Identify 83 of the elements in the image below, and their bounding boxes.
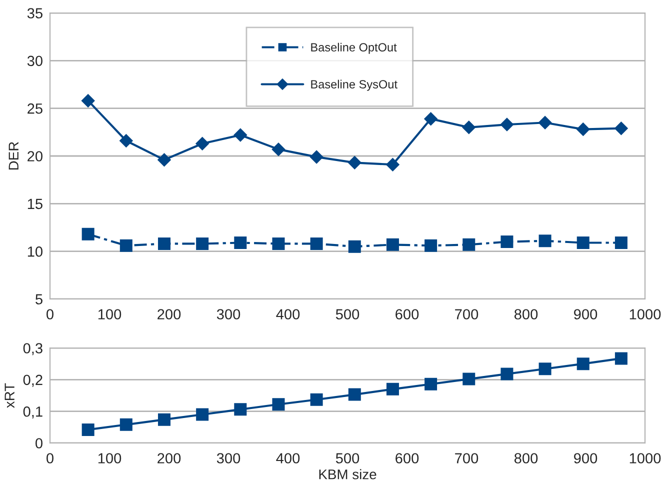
point (158, 153, 171, 166)
point (462, 120, 476, 134)
point (81, 94, 95, 108)
x-tick-label: 900 (574, 453, 598, 464)
point (196, 237, 209, 250)
x-tick-label: 900 (574, 309, 598, 320)
point (614, 352, 628, 365)
point (234, 403, 247, 416)
point (196, 408, 209, 421)
point (614, 122, 628, 135)
point (272, 398, 285, 411)
point (348, 156, 362, 170)
x-tick-label: 800 (514, 309, 538, 320)
point (348, 240, 361, 253)
x-axis-title: KBM size (319, 469, 376, 480)
point (234, 236, 247, 250)
x-tick-label: 600 (396, 309, 419, 320)
point (158, 413, 170, 426)
x-tick-label: 1000 (630, 309, 661, 320)
point (348, 388, 361, 401)
y-tick-label: 35 (27, 8, 42, 18)
x-tick-label: 200 (158, 309, 181, 320)
y-tick-label: 5 (36, 294, 42, 304)
point (500, 368, 514, 380)
point (82, 423, 94, 436)
y-tick-label: 20 (28, 151, 42, 162)
point (424, 112, 438, 126)
legend-label: Baseline SysOut (311, 80, 398, 91)
point (386, 238, 399, 251)
point (234, 128, 247, 142)
y-tick-label: 30 (27, 56, 42, 66)
y-tick-label: 0,1 (23, 406, 42, 418)
x-tick-label: 500 (336, 309, 360, 320)
point (272, 237, 285, 250)
x-tick-label: 800 (514, 453, 538, 464)
point (196, 137, 209, 150)
x-tick-label: 300 (216, 309, 240, 320)
x-tick-label: 500 (336, 453, 360, 464)
point (120, 418, 132, 431)
x-tick-label: 1000 (630, 453, 661, 464)
x-tick-label: 0 (46, 453, 54, 464)
y-axis-title: xRT (4, 383, 14, 408)
x-tick-label: 400 (276, 309, 300, 320)
x-tick-label: 200 (158, 453, 181, 464)
point (120, 239, 132, 252)
point (82, 228, 94, 240)
point (576, 236, 590, 250)
y-tick-label: 10 (28, 246, 42, 257)
x-tick-label: 100 (98, 309, 122, 320)
y-tick-label: 0,3 (23, 343, 42, 356)
point (386, 382, 399, 396)
point (576, 122, 590, 136)
point (462, 238, 476, 251)
point (462, 372, 476, 386)
legend-label: Baseline OptOut (311, 42, 397, 54)
point (500, 236, 514, 248)
y-tick-label: 0,2 (23, 374, 42, 387)
y-tick-label: 0 (36, 438, 42, 448)
point (576, 358, 590, 370)
x-tick-label: 0 (46, 309, 54, 320)
point (424, 239, 438, 252)
point (424, 378, 438, 390)
x-tick-label: 700 (455, 453, 478, 464)
y-tick-label: 25 (28, 103, 42, 114)
x-tick-label: 300 (216, 453, 240, 464)
point (310, 393, 323, 406)
point (158, 237, 170, 250)
x-tick-label: 100 (98, 453, 122, 464)
point (500, 118, 514, 132)
x-tick-label: 600 (396, 453, 419, 464)
point (538, 362, 552, 376)
x-tick-label: 400 (276, 453, 300, 464)
point (272, 142, 286, 156)
y-tick-label: 15 (28, 198, 42, 210)
point (310, 237, 323, 250)
point (538, 234, 552, 248)
point (538, 116, 552, 130)
point (386, 158, 400, 172)
point (310, 150, 324, 164)
point (120, 134, 133, 148)
point (614, 236, 628, 250)
y-axis-title: DER (8, 142, 18, 170)
x-tick-label: 700 (455, 309, 478, 320)
